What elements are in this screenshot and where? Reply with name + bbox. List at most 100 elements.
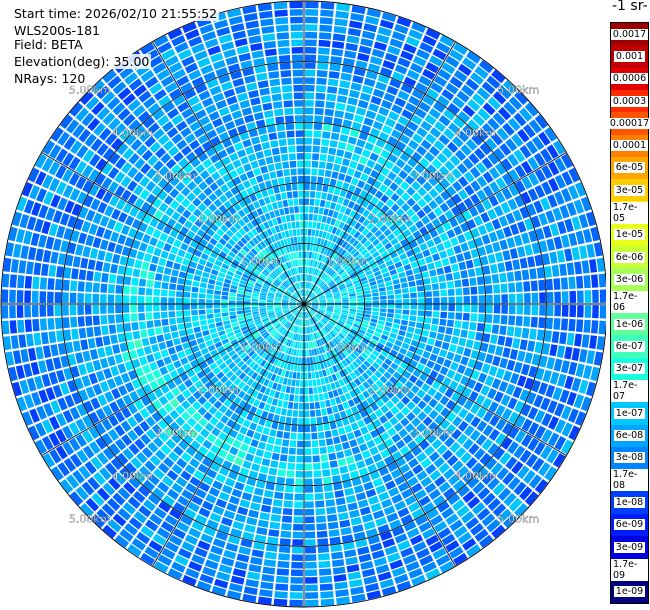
beta-cell xyxy=(251,372,259,380)
beta-cell xyxy=(554,191,565,206)
beta-cell xyxy=(318,553,330,561)
beta-cell xyxy=(400,181,410,191)
beta-cell xyxy=(133,471,146,484)
beta-cell xyxy=(277,266,283,273)
beta-cell xyxy=(375,484,387,495)
beta-cell xyxy=(289,324,294,331)
beta-cell xyxy=(101,325,109,336)
beta-cell xyxy=(355,334,363,341)
beta-cell xyxy=(201,457,213,468)
beta-cell xyxy=(107,294,115,304)
beta-cell xyxy=(415,514,428,526)
beta-cell xyxy=(175,404,185,415)
field-text: Field: BETA xyxy=(12,37,85,52)
beta-cell xyxy=(121,189,132,201)
colorbar-tick-label: 1e-05 xyxy=(613,229,646,241)
colorbar-cell: 3e-07 xyxy=(611,357,648,380)
beta-cell xyxy=(169,318,177,325)
beta-cell xyxy=(458,189,469,200)
beta-cell xyxy=(229,429,238,439)
beta-cell xyxy=(401,488,413,499)
beta-cell xyxy=(133,425,145,437)
beta-cell xyxy=(153,436,164,448)
beta-cell xyxy=(564,346,573,360)
beta-cell xyxy=(138,278,147,287)
beta-cell xyxy=(392,451,403,461)
beta-cell xyxy=(214,317,222,323)
beta-cell xyxy=(15,228,26,243)
beta-cell xyxy=(367,63,381,73)
beta-cell xyxy=(549,344,558,357)
beta-cell xyxy=(317,214,323,222)
beta-cell xyxy=(305,24,318,32)
beta-cell xyxy=(127,496,141,509)
beta-cell xyxy=(223,342,232,349)
beta-cell xyxy=(371,288,379,293)
beta-cell xyxy=(389,269,397,276)
beta-cell xyxy=(123,113,136,127)
beta-cell xyxy=(590,274,599,288)
beta-cell xyxy=(223,200,233,210)
beta-cell xyxy=(185,114,197,126)
beta-cell xyxy=(266,228,273,236)
beta-cell xyxy=(475,332,483,341)
beta-cell xyxy=(446,351,455,361)
beta-cell xyxy=(401,287,409,294)
beta-cell xyxy=(488,231,498,243)
beta-cell xyxy=(505,212,516,225)
beta-cell xyxy=(171,433,182,444)
beta-cell xyxy=(256,357,264,365)
beta-cell xyxy=(280,530,292,538)
beta-cell xyxy=(316,70,328,78)
beta-cell xyxy=(508,497,523,512)
beta-cell xyxy=(147,473,160,486)
beta-cell xyxy=(356,139,366,148)
beta-cell xyxy=(332,315,339,320)
beta-cell xyxy=(239,248,248,256)
beta-cell xyxy=(362,283,370,288)
beta-cell xyxy=(337,196,345,205)
beta-cell xyxy=(481,438,493,451)
beta-cell xyxy=(87,338,96,349)
beta-cell xyxy=(213,299,221,304)
beta-cell xyxy=(396,247,405,256)
beta-cell xyxy=(182,258,191,266)
beta-cell xyxy=(290,252,295,260)
beta-cell xyxy=(260,312,267,316)
beta-cell xyxy=(341,329,348,335)
beta-cell xyxy=(513,149,526,163)
beta-cell xyxy=(288,355,293,363)
beta-cell xyxy=(285,347,290,354)
beta-cell xyxy=(170,398,180,408)
beta-cell xyxy=(331,226,338,235)
beta-cell xyxy=(88,372,99,385)
beta-cell xyxy=(408,321,416,328)
beta-cell xyxy=(115,198,126,211)
beta-cell xyxy=(304,190,310,198)
beta-cell xyxy=(326,407,333,415)
beta-cell xyxy=(175,476,188,488)
beta-cell xyxy=(342,275,350,281)
beta-cell xyxy=(481,513,496,527)
beta-cell xyxy=(512,209,523,222)
beta-cell xyxy=(64,394,75,408)
beta-cell xyxy=(144,460,156,472)
beta-cell xyxy=(471,462,484,475)
beta-cell xyxy=(363,481,374,491)
beta-cell xyxy=(467,330,476,340)
beta-cell xyxy=(107,355,116,367)
beta-cell xyxy=(553,358,563,372)
beta-cell xyxy=(319,297,326,300)
beta-cell xyxy=(363,252,371,259)
beta-cell xyxy=(282,296,290,300)
beta-cell xyxy=(231,247,239,255)
beta-cell xyxy=(286,313,293,319)
beta-cell xyxy=(361,323,369,328)
beta-cell xyxy=(142,214,153,225)
beta-cell xyxy=(315,409,322,417)
beta-cell xyxy=(500,283,508,293)
beta-cell xyxy=(419,242,428,251)
beta-cell xyxy=(378,491,390,502)
beta-cell xyxy=(429,127,442,139)
beta-cell xyxy=(328,414,335,422)
